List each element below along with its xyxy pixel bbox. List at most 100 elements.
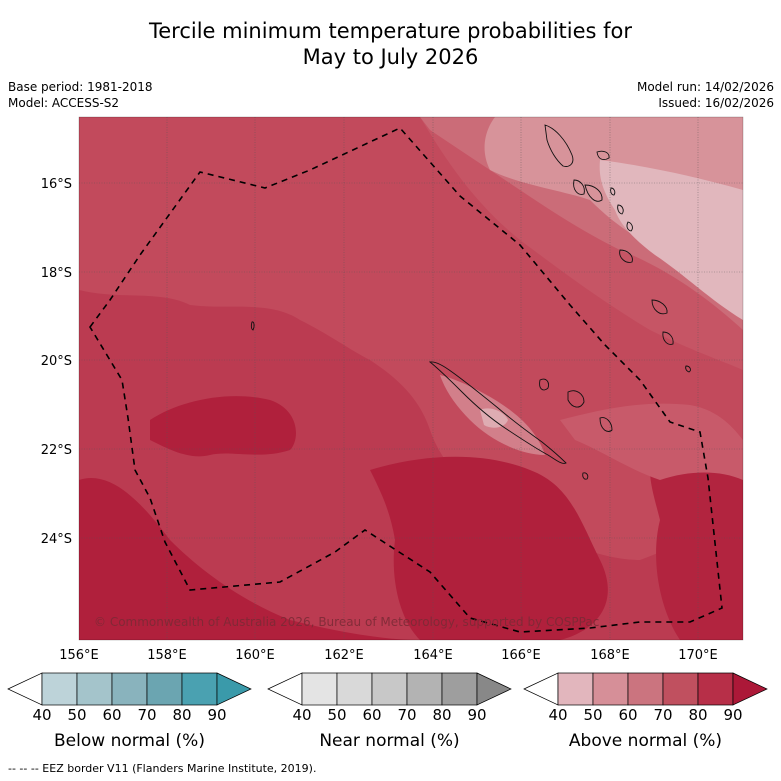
colorbar-above-normal — [523, 672, 768, 706]
colorbar-tick: 70 — [653, 706, 673, 724]
colorbar-label-near: Near normal (%) — [319, 731, 460, 751]
copyright-notice: © Commonwealth of Australia 2026, Bureau… — [94, 615, 599, 629]
colorbar-swatch — [76, 672, 113, 706]
lon-label: 166°E — [501, 648, 541, 663]
field-90-core-west — [150, 396, 296, 457]
field-40-50-island — [480, 408, 508, 428]
isle-of-pines-coast — [582, 472, 589, 480]
colorbar-arrow-right — [732, 672, 768, 706]
colorbar-below-normal — [7, 672, 252, 706]
field-90-south — [79, 478, 420, 640]
colorbar-tick: 60 — [102, 706, 122, 724]
colorbar-tick: 50 — [67, 706, 87, 724]
colorbar-swatch — [301, 672, 338, 706]
probability-field — [79, 117, 743, 640]
colorbar-swatch — [111, 672, 148, 706]
lon-label: 160°E — [235, 648, 275, 663]
base-period: Base period: 1981-2018 — [8, 80, 153, 94]
colorbar-swatch — [627, 672, 664, 706]
colorbar-swatch — [371, 672, 408, 706]
lat-label: 22°S — [41, 443, 72, 458]
colorbar-label-above: Above normal (%) — [568, 731, 723, 751]
colorbar-tick: 80 — [688, 706, 708, 724]
colorbar-swatch — [146, 672, 183, 706]
lon-axis-labels: 156°E 158°E 160°E 162°E 164°E 166°E 168°… — [59, 648, 718, 663]
colorbar-swatch — [592, 672, 629, 706]
vanuatu-island-coast — [544, 124, 574, 167]
vanuatu-island-coast — [617, 204, 624, 215]
title-line-2: May to July 2026 — [302, 45, 479, 69]
title-line-1: Tercile minimum temperature probabilitie… — [148, 19, 633, 43]
colorbar-arrow-left — [7, 672, 43, 706]
colorbar-swatch — [697, 672, 734, 706]
colorbar-tick: 60 — [618, 706, 638, 724]
field-60-70-east — [560, 403, 743, 480]
vanuatu-island-coast — [610, 187, 616, 196]
colorbar-swatch — [41, 672, 78, 706]
colorbar-tick: 50 — [327, 706, 347, 724]
lat-label: 24°S — [41, 532, 72, 547]
vanuatu-island-coast — [685, 365, 691, 373]
lon-label: 168°E — [590, 648, 630, 663]
field-50-60-zone — [484, 117, 743, 320]
lat-axis-labels: 16°S 18°S 20°S 22°S 24°S — [41, 177, 72, 547]
coastlines — [250, 124, 691, 480]
reef-islet-coast — [250, 321, 255, 331]
lat-label: 18°S — [41, 266, 72, 281]
lon-label: 162°E — [324, 648, 364, 663]
meta-right: Model run: 14/02/2026 Issued: 16/02/2026 — [637, 79, 774, 111]
colorbar-swatch — [406, 672, 443, 706]
field-90-southeast — [650, 458, 743, 640]
vanuatu-island-coast — [662, 331, 674, 345]
colorbar-tick: 80 — [432, 706, 452, 724]
colorbar-near-normal — [267, 672, 512, 706]
colorbar-tick: 70 — [397, 706, 417, 724]
colorbar-swatch — [557, 672, 594, 706]
vanuatu-island-coast — [573, 179, 585, 195]
vanuatu-island-coast — [596, 150, 610, 160]
issued-date: Issued: 16/02/2026 — [658, 96, 774, 110]
colorbar-swatch — [336, 672, 373, 706]
colorbar-tick: 40 — [32, 706, 52, 724]
loyalty-island-coast — [539, 378, 549, 391]
map-frame — [78, 116, 744, 641]
eez-legend-footer: -- -- -- EEZ border V11 (Flanders Marine… — [8, 762, 317, 775]
map-title: Tercile minimum temperature probabilitie… — [0, 18, 781, 70]
vanuatu-island-coast — [626, 221, 633, 232]
colorbar-tick: 70 — [137, 706, 157, 724]
lon-label: 156°E — [59, 648, 99, 663]
lat-label: 20°S — [41, 354, 72, 369]
colorbar-tick: 90 — [207, 706, 227, 724]
colorbar-swatch — [662, 672, 699, 706]
model-run: Model run: 14/02/2026 — [636, 80, 774, 94]
eez-border — [89, 127, 723, 633]
colorbar-arrow-left — [267, 672, 303, 706]
colorbar-tick: 40 — [292, 706, 312, 724]
model-name: Model: ACCESS-S2 — [8, 96, 120, 110]
loyalty-island-coast — [567, 390, 585, 408]
colorbar-swatch — [181, 672, 218, 706]
colorbar-tick: 60 — [362, 706, 382, 724]
gridlines — [79, 117, 743, 640]
new-caledonia-coast — [428, 361, 567, 464]
colorbar-arrow-left — [523, 672, 559, 706]
lon-label: 164°E — [413, 648, 453, 663]
loyalty-island-coast — [599, 417, 613, 432]
colorbar-tick: 50 — [583, 706, 603, 724]
colorbar-label-below: Below normal (%) — [54, 731, 205, 751]
colorbar-arrow-right — [476, 672, 512, 706]
vanuatu-island-coast — [651, 299, 668, 315]
vanuatu-island-coast — [619, 249, 633, 263]
field-90-central-south — [370, 456, 608, 640]
colorbar-tick: 40 — [548, 706, 568, 724]
lat-label: 16°S — [41, 177, 72, 192]
colorbar-arrow-right — [216, 672, 252, 706]
meta-left: Base period: 1981-2018 Model: ACCESS-S2 — [8, 79, 153, 111]
colorbar-tick: 90 — [467, 706, 487, 724]
lon-label: 170°E — [678, 648, 718, 663]
colorbar-tick: 80 — [172, 706, 192, 724]
vanuatu-island-coast — [584, 184, 603, 202]
colorbar-tick: 90 — [723, 706, 743, 724]
colorbar-swatch — [441, 672, 478, 706]
